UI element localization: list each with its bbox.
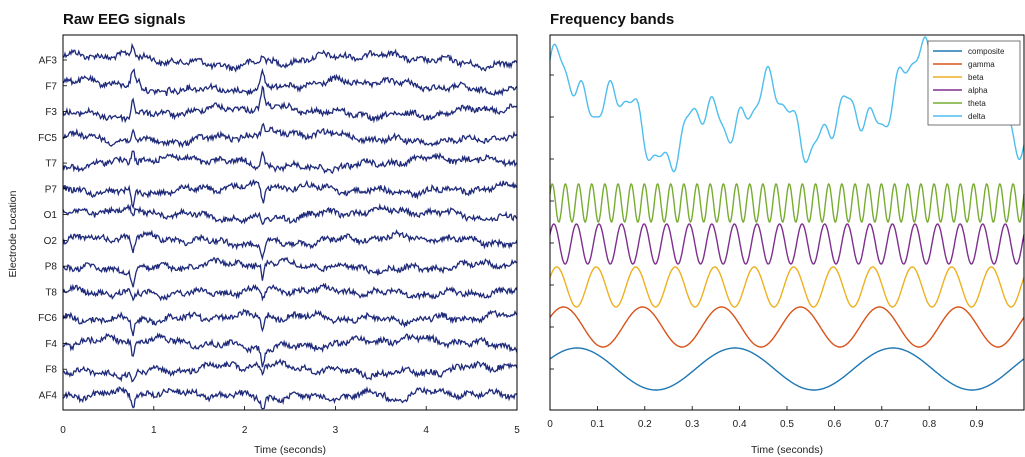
eeg-trace-f8 xyxy=(62,358,518,383)
band-trace-beta xyxy=(549,266,1025,308)
raw-eeg-x-axis-label: Time (seconds) xyxy=(254,444,326,456)
legend-label-alpha: alpha xyxy=(968,86,988,95)
eeg-trace-af4 xyxy=(62,385,518,410)
raw-eeg-x-tick-label-0: 0 xyxy=(60,425,66,436)
electrode-label-p7: P7 xyxy=(45,184,58,195)
frequency-bands-panel: Frequency bands 0 0.1 0.2 0.3 0.4 0.5 0.6 0.7 0.… xyxy=(547,11,1025,456)
frequency-bands-x-tick-label-8: 0.8 xyxy=(922,419,936,430)
electrode-label-f3: F3 xyxy=(45,107,57,118)
electrode-label-t8: T8 xyxy=(45,287,57,298)
electrode-tick-labels: AF3 F7 F3 FC5 T7 P7 O1 O2 P8 T8 FC6 F4 F8 AF4 xyxy=(38,56,67,402)
electrode-label-f7: F7 xyxy=(45,81,57,92)
legend-label-beta: beta xyxy=(968,73,984,82)
electrode-label-af3: AF3 xyxy=(39,56,58,67)
electrode-label-f8: F8 xyxy=(45,365,57,376)
frequency-bands-x-tick-label-6: 0.6 xyxy=(827,419,841,430)
eeg-traces xyxy=(62,42,518,410)
frequency-bands-x-axis-label: Time (seconds) xyxy=(751,444,823,456)
eeg-trace-fc5 xyxy=(62,122,518,149)
eeg-trace-o1 xyxy=(62,203,518,225)
frequency-bands-x-tick-label-3: 0.3 xyxy=(685,419,699,430)
raw-eeg-x-tick-label-1: 1 xyxy=(151,425,157,436)
frequency-bands-x-tick-label-5: 0.5 xyxy=(780,419,794,430)
frequency-bands-legend: composite gamma beta alpha theta delta xyxy=(927,40,1021,126)
legend-label-theta: theta xyxy=(968,99,986,108)
raw-eeg-y-axis-label: Electrode Location xyxy=(7,190,19,277)
electrode-label-t7: T7 xyxy=(45,159,57,170)
raw-eeg-panel: Raw EEG signals AF3 F7 F3 FC5 T7 P7 O1 O2 P8 T8 FC… xyxy=(7,11,520,456)
frequency-bands-x-tick-labels: 0 0.1 0.2 0.3 0.4 0.5 0.6 0.7 0.8 0.9 xyxy=(547,406,984,430)
band-trace-composite xyxy=(549,347,1025,391)
legend-box xyxy=(927,40,1021,126)
electrode-label-o2: O2 xyxy=(44,236,58,247)
electrode-label-p8: P8 xyxy=(45,262,58,273)
raw-eeg-x-tick-label-5: 5 xyxy=(514,425,520,436)
eeg-trace-t7 xyxy=(62,150,518,174)
raw-eeg-x-tick-labels: 0 1 2 3 4 5 xyxy=(60,406,520,436)
band-trace-alpha xyxy=(549,223,1025,265)
raw-eeg-title: Raw EEG signals xyxy=(63,11,186,28)
electrode-label-af4: AF4 xyxy=(39,391,58,402)
frequency-bands-x-tick-label-9: 0.9 xyxy=(970,419,984,430)
legend-label-gamma: gamma xyxy=(968,60,995,69)
electrode-label-o1: O1 xyxy=(44,210,58,221)
eeg-trace-p8 xyxy=(62,256,518,288)
frequency-bands-x-tick-label-0: 0 xyxy=(547,419,553,430)
frequency-bands-x-tick-label-2: 0.2 xyxy=(638,419,652,430)
electrode-label-f4: F4 xyxy=(45,339,57,350)
raw-eeg-x-tick-label-2: 2 xyxy=(242,425,248,436)
eeg-trace-fc6 xyxy=(62,308,518,337)
electrode-label-fc5: FC5 xyxy=(38,133,57,144)
eeg-trace-f4 xyxy=(62,332,518,368)
band-trace-theta xyxy=(549,183,1025,223)
eeg-trace-t8 xyxy=(62,282,518,302)
raw-eeg-x-tick-label-3: 3 xyxy=(333,425,339,436)
electrode-label-fc6: FC6 xyxy=(38,313,57,324)
frequency-bands-x-tick-label-4: 0.4 xyxy=(733,419,747,430)
frequency-bands-y-ticks xyxy=(550,34,554,370)
raw-eeg-x-tick-label-4: 4 xyxy=(423,425,429,436)
frequency-bands-x-tick-label-1: 0.1 xyxy=(590,419,604,430)
band-trace-gamma xyxy=(549,306,1025,348)
raw-eeg-plot-frame xyxy=(62,34,518,411)
eeg-trace-f7 xyxy=(62,67,518,97)
eeg-trace-f3 xyxy=(62,85,518,124)
frequency-bands-title: Frequency bands xyxy=(550,11,674,28)
eeg-trace-p7 xyxy=(62,179,518,210)
eeg-trace-o2 xyxy=(62,228,518,261)
frequency-bands-x-tick-label-7: 0.7 xyxy=(875,419,889,430)
eeg-trace-af3 xyxy=(62,42,518,73)
legend-label-delta: delta xyxy=(968,112,986,121)
legend-label-composite: composite xyxy=(968,47,1005,56)
